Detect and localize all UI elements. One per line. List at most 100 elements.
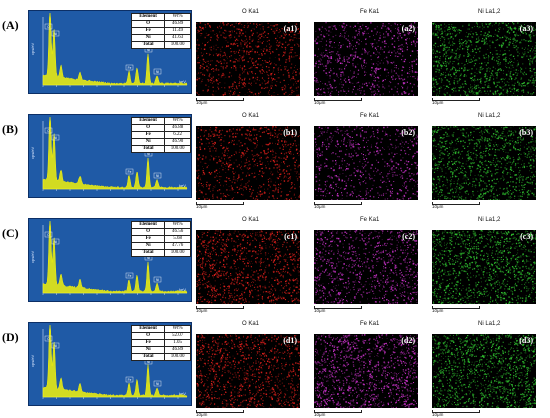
elemental-map-image	[196, 230, 300, 304]
elemental-map-image	[314, 230, 418, 304]
panel-label: (b3)	[519, 128, 533, 137]
row-label: (C)	[2, 226, 19, 241]
map-title: Fe Ka1	[360, 113, 379, 119]
table-header-cell: Wt%	[165, 222, 191, 229]
elemental-map-image	[432, 230, 536, 304]
scale-bar-label: 10μm	[314, 100, 325, 105]
peak-label: Ni	[52, 31, 59, 36]
wt-percent-cell: 1.05	[165, 340, 191, 347]
scale-bar: 10μm	[196, 306, 244, 312]
element-cell: O	[132, 229, 165, 236]
scale-bar: 10μm	[314, 202, 362, 208]
wt-percent-cell: 47.76	[165, 243, 191, 250]
scale-bar: 10μm	[314, 98, 362, 104]
peak-label: Ni	[52, 135, 59, 140]
peak-label: Fe	[126, 273, 133, 278]
elemental-map-image	[196, 126, 300, 200]
element-cell: Total	[132, 42, 165, 49]
svg-text:Ni: Ni	[54, 32, 57, 36]
panel-label: (b1)	[283, 128, 297, 137]
elemental-map-image	[314, 126, 418, 200]
scale-bar-label: 10μm	[196, 100, 207, 105]
scale-bar: 10μm	[432, 306, 480, 312]
wt-percent-cell: 100.00	[165, 354, 191, 361]
element-cell: Ni	[132, 243, 165, 250]
table-header-cell: Wt%	[165, 14, 191, 21]
elemental-map-image	[432, 334, 536, 408]
wt-percent-cell: 100.00	[165, 42, 191, 49]
scale-bar: 10μm	[196, 202, 244, 208]
panel-label: (a2)	[402, 24, 415, 33]
map-title: O Ka1	[242, 113, 259, 119]
peak-label: Ni	[52, 343, 59, 348]
elemental-map-image	[314, 22, 418, 96]
map-title: Fe Ka1	[360, 217, 379, 223]
wt-percent-cell: 46.56	[165, 229, 191, 236]
peak-label: Fe	[126, 377, 133, 382]
elemental-map: (a2)	[314, 22, 418, 96]
element-cell: O	[132, 21, 165, 28]
panel-label: (d1)	[283, 336, 297, 345]
panel-label: (b2)	[401, 128, 415, 137]
scale-bar-label: 10μm	[314, 204, 325, 209]
svg-text:Ni: Ni	[156, 174, 159, 178]
wt-percent-cell: 46.89	[165, 21, 191, 28]
elemental-map: (c2)	[314, 230, 418, 304]
wt-percent-cell: 46.89	[165, 347, 191, 354]
panel-label: (c2)	[402, 232, 415, 241]
element-cell: Total	[132, 250, 165, 257]
panel-label: (c3)	[520, 232, 533, 241]
row-label: (D)	[2, 330, 19, 345]
elemental-map: (a3)	[432, 22, 536, 96]
table-header-cell: Element	[132, 222, 165, 229]
peak-label: Ni	[154, 381, 161, 386]
map-title: Fe Ka1	[360, 321, 379, 327]
elemental-map: (b2)	[314, 126, 418, 200]
svg-text:Ni: Ni	[54, 136, 57, 140]
scale-bar-label: 10μm	[314, 412, 325, 417]
scale-bar: 10μm	[314, 410, 362, 416]
table-header-cell: Element	[132, 118, 165, 125]
wt-percent-cell: 5.68	[165, 236, 191, 243]
element-cell: O	[132, 333, 165, 340]
element-cell: Total	[132, 354, 165, 361]
table-header-cell: Element	[132, 326, 165, 333]
panel-label: (d2)	[401, 336, 415, 345]
wt-percent-cell: 41.63	[165, 35, 191, 42]
elemental-map: (b1)	[196, 126, 300, 200]
elemental-map-image	[432, 22, 536, 96]
panel-label: (a3)	[520, 24, 533, 33]
element-cell: Total	[132, 146, 165, 153]
map-title: O Ka1	[242, 217, 259, 223]
element-cell: Fe	[132, 340, 165, 347]
peak-label: Fe	[126, 65, 133, 70]
element-cell: Ni	[132, 139, 165, 146]
elemental-map: (d3)	[432, 334, 536, 408]
peak-label: Ni	[154, 277, 161, 282]
map-title: Ni La1,2	[478, 217, 500, 223]
peak-label: Ni	[52, 239, 59, 244]
element-cell: Ni	[132, 347, 165, 354]
panel-label: (a1)	[284, 24, 297, 33]
y-axis-label: cps/eV	[30, 354, 35, 367]
